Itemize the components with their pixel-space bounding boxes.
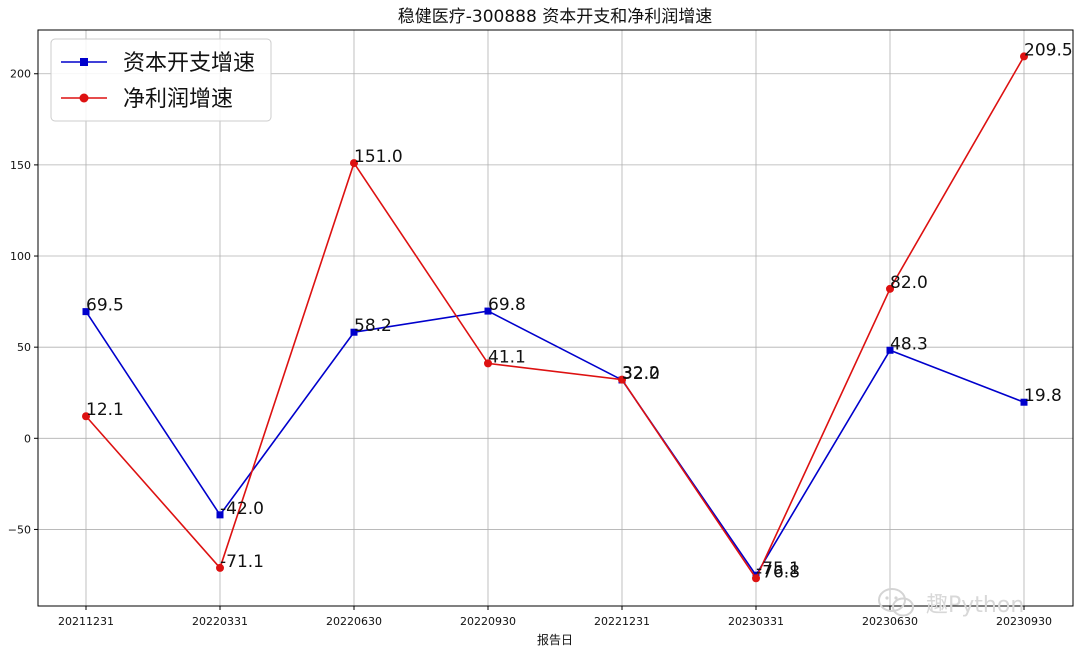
watermark: 趣Python xyxy=(878,588,1024,618)
x-tick-label: 20221231 xyxy=(594,615,650,628)
data-point xyxy=(216,563,224,572)
data-point xyxy=(1020,398,1028,406)
data-point xyxy=(886,346,894,354)
series-line xyxy=(85,310,1025,577)
data-label: 69.8 xyxy=(488,295,526,315)
data-point xyxy=(350,159,358,168)
y-tick-label: 100 xyxy=(10,250,31,263)
data-label: 32.0 xyxy=(622,364,660,384)
legend-label: 资本开支增速 xyxy=(123,51,255,76)
y-tick-label: −50 xyxy=(8,523,31,536)
data-point xyxy=(886,284,894,293)
legend-marker xyxy=(80,58,88,66)
x-tick-label: 20220930 xyxy=(460,615,516,628)
series-layer xyxy=(82,52,1028,583)
x-tick-label: 20220630 xyxy=(326,615,382,628)
x-tick-label: 20230630 xyxy=(862,615,918,628)
data-label: 41.1 xyxy=(488,347,526,367)
data-label: -42.0 xyxy=(220,499,264,519)
data-label: -76.8 xyxy=(756,562,800,582)
y-tick-label: 0 xyxy=(24,432,31,445)
data-label: 32.2 xyxy=(622,364,660,384)
watermark-text: 趣Python xyxy=(926,593,1024,618)
series-line xyxy=(85,56,1025,580)
data-label: 12.1 xyxy=(86,400,124,420)
data-label: 209.5 xyxy=(1024,40,1073,60)
legend-box xyxy=(50,38,272,122)
y-tick-label: 150 xyxy=(10,159,31,172)
data-label: 48.3 xyxy=(890,334,928,354)
data-label-layer: 69.5 -42.0 58.2 69.8 32.0 -75.1 48.3 19.8 12.1 -7… xyxy=(86,40,1073,582)
x-axis-title: 报告日 xyxy=(537,632,573,647)
legend-marker xyxy=(79,93,89,103)
data-point xyxy=(82,308,90,316)
data-label: 69.5 xyxy=(86,296,124,316)
axis-layer: 20211231 20220331 20220630 20220930 20221231… xyxy=(8,29,1074,628)
legend-label: 净利润增速 xyxy=(123,87,233,112)
data-label: 58.2 xyxy=(354,316,392,336)
y-tick-label: 50 xyxy=(17,341,31,354)
data-label: 82.0 xyxy=(890,273,928,293)
chart-title: 稳健医疗-300888 资本开支和净利润增速 xyxy=(398,7,712,27)
data-label: 151.0 xyxy=(354,147,403,167)
data-point xyxy=(752,574,760,583)
x-tick-label: 20230930 xyxy=(996,615,1052,628)
data-point xyxy=(82,412,90,421)
data-label: -71.1 xyxy=(220,552,264,572)
x-tick-label: 20220331 xyxy=(192,615,248,628)
x-tick-label: 20230331 xyxy=(728,615,784,628)
data-point xyxy=(216,511,224,519)
data-label: -75.1 xyxy=(756,559,800,579)
x-tick-label: 20211231 xyxy=(58,615,114,628)
data-point xyxy=(484,307,492,315)
data-point xyxy=(350,328,358,336)
data-label: 19.8 xyxy=(1024,386,1062,406)
data-point xyxy=(1020,52,1028,61)
y-tick-label: 200 xyxy=(10,68,31,81)
plot-frame xyxy=(37,29,1074,607)
data-point xyxy=(618,375,626,384)
grid-layer xyxy=(38,30,1073,606)
wechat-icon xyxy=(878,588,914,617)
data-point xyxy=(484,359,492,368)
